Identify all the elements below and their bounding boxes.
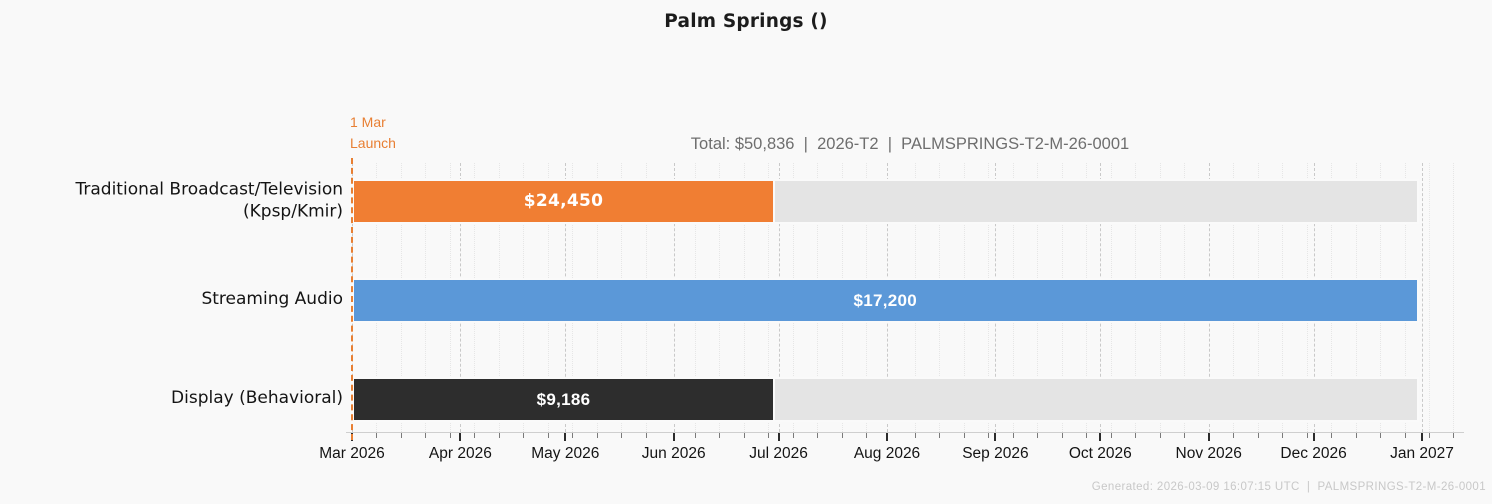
- axis-major-tick: [886, 433, 888, 441]
- bar-segment: [352, 178, 776, 224]
- x-axis-line: [346, 432, 1464, 433]
- axis-minor-tick: [1355, 433, 1357, 438]
- axis-minor-tick: [1086, 433, 1088, 438]
- axis-minor-tick: [400, 433, 402, 438]
- axis-minor-tick: [376, 433, 378, 438]
- axis-tick-label: Apr 2026: [428, 445, 492, 462]
- axis-minor-tick: [523, 433, 525, 438]
- axis-major-tick: [994, 433, 997, 441]
- axis-major-tick: [1099, 433, 1102, 441]
- bar-value-label: $17,200: [853, 290, 918, 310]
- axis-minor-tick: [1428, 433, 1430, 438]
- axis-minor-tick: [1331, 433, 1333, 438]
- axis-minor-tick: [1404, 433, 1406, 438]
- axis-minor-tick: [841, 433, 843, 438]
- axis-tick-label: Sep 2026: [962, 445, 1029, 462]
- axis-minor-tick: [1159, 433, 1161, 438]
- axis-minor-tick: [425, 433, 427, 438]
- axis-minor-tick: [866, 433, 868, 438]
- axis-minor-tick: [621, 433, 623, 438]
- axis-minor-tick: [547, 433, 549, 438]
- axis-minor-tick: [768, 433, 770, 438]
- axis-minor-tick: [792, 433, 794, 438]
- generated-footer: Generated: 2026-03-09 16:07:15 UTC | PAL…: [1091, 481, 1486, 493]
- axis-minor-tick: [1012, 433, 1014, 438]
- axis-minor-tick: [694, 433, 696, 438]
- bar-value-label: $9,186: [536, 389, 591, 409]
- bar-segment: [352, 277, 1419, 323]
- chart-title: Palm Springs (): [664, 11, 828, 32]
- axis-major-tick: [777, 433, 780, 441]
- launch-line: [351, 158, 353, 440]
- bar-value-label: $24,450: [523, 190, 604, 211]
- axis-minor-tick: [1453, 433, 1455, 438]
- bar-segment: [352, 376, 776, 422]
- axis-tick-label: Aug 2026: [853, 445, 921, 462]
- axis-tick-label: Nov 2026: [1175, 445, 1242, 462]
- axis-tick-label: Oct 2026: [1068, 445, 1132, 462]
- axis-minor-tick: [963, 433, 965, 438]
- category-label: Streaming Audio: [201, 289, 343, 310]
- axis-minor-tick: [1061, 433, 1063, 438]
- axis-minor-tick: [474, 433, 476, 438]
- axis-minor-tick: [1184, 433, 1186, 438]
- axis-minor-tick: [1233, 433, 1235, 438]
- axis-minor-tick: [1110, 433, 1112, 438]
- axis-minor-tick: [1306, 433, 1308, 438]
- axis-minor-tick: [988, 433, 990, 438]
- axis-minor-tick: [939, 433, 941, 438]
- axis-tick-label: Jan 2027: [1390, 445, 1454, 462]
- axis-minor-tick: [817, 433, 819, 438]
- axis-minor-tick: [645, 433, 647, 438]
- axis-major-tick: [672, 433, 675, 441]
- axis-minor-tick: [1037, 433, 1039, 438]
- axis-major-tick: [564, 433, 567, 441]
- axis-major-tick: [459, 433, 462, 441]
- axis-tick-label: Jun 2026: [641, 445, 706, 462]
- axis-tick-label: Mar 2026: [319, 445, 385, 462]
- launch-annotation: 1 Mar Launch: [350, 114, 396, 151]
- axis-minor-tick: [449, 433, 451, 438]
- axis-tick-label: Jul 2026: [749, 445, 808, 462]
- axis-major-tick: [1207, 433, 1210, 441]
- minor-gridline: [1453, 163, 1455, 432]
- month-gridline: [1422, 163, 1423, 432]
- category-label: Traditional Broadcast/Television (Kpsp/K…: [75, 179, 344, 221]
- axis-minor-tick: [1135, 433, 1137, 438]
- axis-minor-tick: [498, 433, 500, 438]
- axis-minor-tick: [1282, 433, 1284, 438]
- axis-major-tick: [1421, 433, 1423, 441]
- axis-tick-label: May 2026: [531, 445, 600, 462]
- axis-minor-tick: [596, 433, 598, 438]
- axis-major-tick: [1312, 433, 1315, 441]
- axis-minor-tick: [719, 433, 721, 438]
- axis-minor-tick: [914, 433, 916, 438]
- axis-minor-tick: [743, 433, 745, 438]
- minor-gridline: [1428, 163, 1430, 432]
- total-info-line: Total: $50,836 | 2026-T2 | PALMSPRINGS-T…: [690, 135, 1130, 153]
- category-label: Display (Behavioral): [171, 388, 343, 409]
- axis-minor-tick: [572, 433, 574, 438]
- axis-tick-label: Dec 2026: [1280, 445, 1347, 462]
- axis-minor-tick: [1257, 433, 1259, 438]
- axis-minor-tick: [1380, 433, 1382, 438]
